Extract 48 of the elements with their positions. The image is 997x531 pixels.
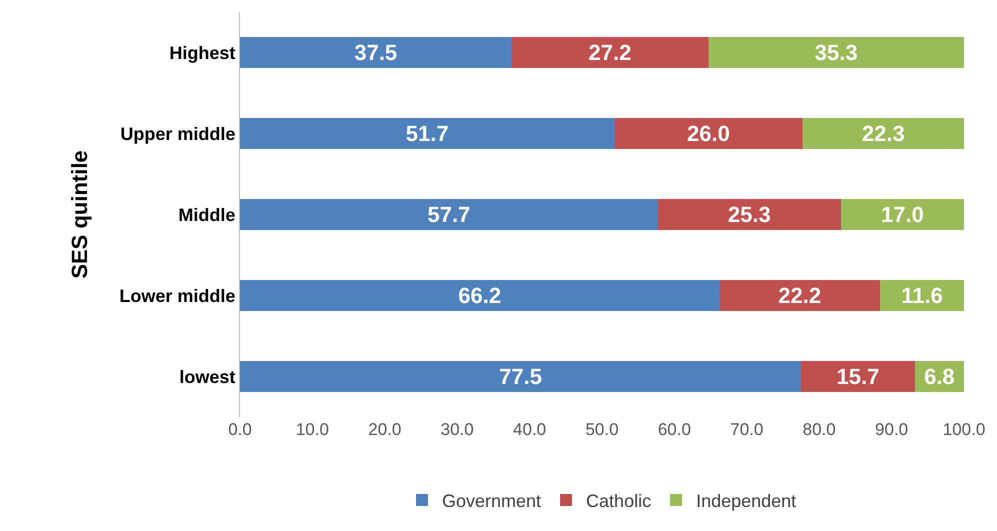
x-tick-label: 50.0: [585, 420, 619, 439]
legend-label: Independent: [696, 491, 796, 512]
x-tick-label: 0.0: [228, 420, 252, 439]
bar: [240, 280, 720, 311]
data-label: 6.8: [924, 364, 955, 389]
data-label: 51.7: [406, 121, 449, 146]
x-tick-label: 30.0: [440, 420, 474, 439]
bar: [658, 199, 841, 230]
data-label: 66.2: [458, 283, 502, 308]
bar: [240, 118, 614, 149]
bar: [802, 118, 964, 149]
y-tick-label: Upper middle: [120, 124, 236, 144]
legend-label: Government: [442, 491, 542, 512]
x-tick-label: 100.0: [942, 420, 986, 439]
data-label: 17.0: [881, 202, 924, 227]
y-tick-label: Middle: [178, 204, 236, 225]
data-label: 77.5: [499, 364, 542, 389]
x-tick-label: 20.0: [368, 420, 402, 439]
legend-label: Catholic: [586, 491, 652, 512]
bar: [240, 361, 802, 392]
bar: [240, 199, 658, 230]
data-label: 25.3: [728, 202, 771, 227]
data-label: 22.3: [862, 121, 905, 146]
bar: [801, 361, 915, 392]
x-tick-label: 60.0: [658, 420, 691, 439]
data-label: 35.3: [814, 40, 858, 65]
x-tick-label: 80.0: [802, 420, 836, 439]
bar: [614, 118, 803, 149]
bar: [240, 37, 512, 68]
y-tick-label: Lower middle: [119, 286, 236, 306]
bar: [512, 37, 708, 68]
x-tick-label: 70.0: [730, 420, 764, 439]
data-label: 57.7: [427, 202, 470, 227]
bar: [840, 199, 964, 230]
y-tick-label: lowest: [179, 366, 236, 387]
x-tick-label: 10.0: [296, 420, 329, 439]
data-label: 37.5: [354, 40, 398, 65]
data-label: 22.2: [778, 283, 822, 308]
bar: [719, 280, 880, 311]
data-label: 26.0: [687, 121, 730, 146]
y-axis-title: SES quintile: [67, 150, 92, 279]
bar: [708, 37, 964, 68]
data-label: 11.6: [901, 283, 943, 308]
x-tick-label: 90.0: [875, 420, 908, 439]
x-tick-label: 40.0: [513, 420, 546, 439]
data-label: 27.2: [588, 40, 632, 65]
data-label: 15.7: [836, 364, 880, 389]
y-tick-label: Highest: [169, 42, 236, 63]
